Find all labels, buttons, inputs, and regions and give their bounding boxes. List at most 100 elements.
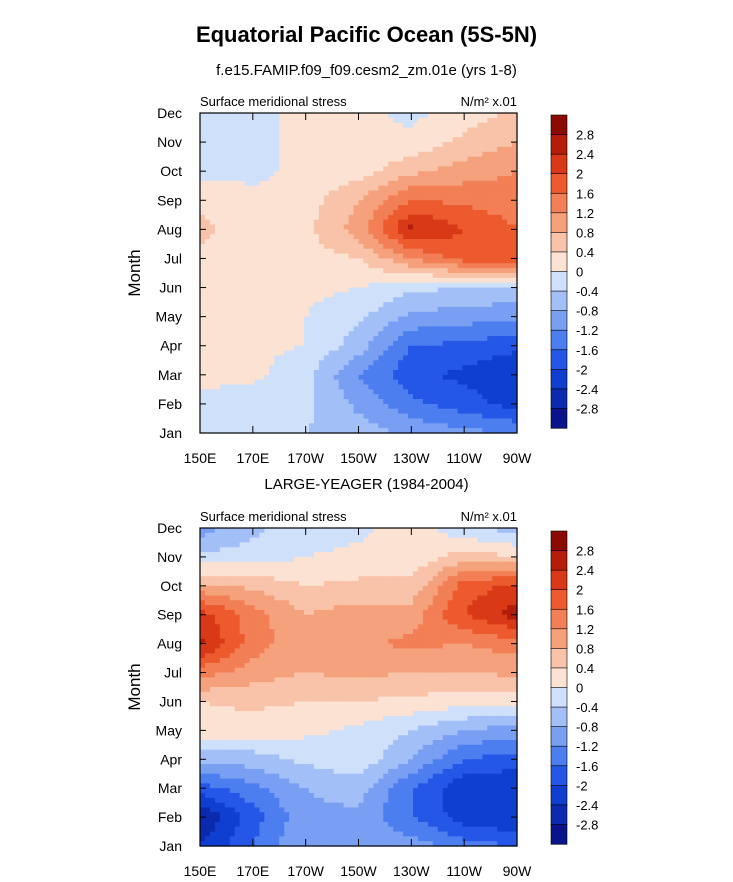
contour-cell bbox=[234, 302, 241, 308]
contour-cell bbox=[269, 282, 275, 289]
contour-cell bbox=[353, 350, 360, 357]
contour-cell bbox=[487, 537, 493, 544]
contour-cell bbox=[412, 360, 419, 366]
contour-cell bbox=[254, 552, 261, 558]
contour-cell bbox=[417, 331, 424, 337]
contour-cell bbox=[477, 292, 483, 298]
contour-cell bbox=[507, 571, 513, 577]
contour-cell bbox=[462, 384, 469, 390]
contour-cell bbox=[259, 345, 265, 352]
contour-cell bbox=[472, 350, 478, 357]
contour-cell bbox=[388, 142, 394, 148]
contour-cell bbox=[487, 287, 493, 293]
contour-cell bbox=[497, 552, 503, 558]
contour-cell bbox=[308, 537, 315, 544]
contour-cell bbox=[363, 379, 369, 386]
contour-cell bbox=[214, 306, 221, 313]
contour-cell bbox=[512, 556, 518, 563]
contour-cell bbox=[412, 146, 419, 153]
contour-cell bbox=[234, 137, 241, 143]
contour-cell bbox=[432, 321, 439, 327]
contour-cell bbox=[204, 234, 211, 240]
contour-cell bbox=[472, 394, 478, 400]
contour-cell bbox=[512, 302, 518, 308]
contour-cell bbox=[403, 132, 409, 138]
contour-cell bbox=[274, 336, 280, 342]
contour-cell bbox=[432, 394, 439, 400]
contour-cell bbox=[224, 311, 231, 318]
contour-cell bbox=[353, 268, 360, 274]
contour-cell bbox=[289, 350, 295, 357]
contour-cell bbox=[467, 292, 474, 298]
contour-cell bbox=[363, 413, 369, 420]
contour-cell bbox=[512, 547, 518, 553]
contour-cell bbox=[308, 345, 315, 352]
contour-cell bbox=[363, 122, 369, 129]
contour-cell bbox=[264, 219, 270, 226]
contour-cell bbox=[512, 311, 518, 318]
contour-cell bbox=[249, 528, 256, 534]
contour-cell bbox=[477, 403, 483, 410]
contour-cell bbox=[358, 171, 365, 177]
contour-cell bbox=[487, 336, 493, 342]
contour-cell bbox=[393, 374, 399, 381]
contour-cell bbox=[308, 365, 315, 371]
contour-cell bbox=[497, 127, 503, 133]
contour-cell bbox=[432, 142, 439, 148]
contour-cell bbox=[209, 151, 216, 158]
contour-cell bbox=[313, 369, 320, 376]
contour-cell bbox=[447, 195, 454, 201]
contour-cell bbox=[259, 161, 265, 167]
contour-cell bbox=[442, 127, 449, 133]
contour-cell bbox=[323, 379, 330, 386]
contour-cell bbox=[249, 561, 256, 568]
contour-cell bbox=[358, 234, 365, 240]
contour-cell bbox=[363, 151, 369, 158]
contour-cell bbox=[393, 399, 399, 405]
contour-cell bbox=[512, 263, 518, 269]
contour-cell bbox=[333, 537, 340, 544]
contour-cell bbox=[313, 547, 320, 553]
contour-cell bbox=[264, 132, 270, 138]
contour-cell bbox=[224, 561, 231, 568]
contour-cell bbox=[378, 224, 384, 230]
contour-cell bbox=[492, 316, 498, 323]
contour-cell bbox=[259, 132, 265, 138]
contour-cell bbox=[200, 428, 206, 434]
contour-cell bbox=[294, 350, 300, 357]
contour-cell bbox=[274, 345, 280, 352]
contour-cell bbox=[279, 248, 285, 255]
contour-cell bbox=[209, 345, 216, 352]
contour-cell bbox=[412, 117, 419, 124]
contour-cell bbox=[308, 394, 315, 400]
contour-cell bbox=[279, 374, 285, 381]
contour-cell bbox=[477, 423, 483, 429]
contour-cell bbox=[244, 239, 251, 245]
contour-cell bbox=[373, 142, 379, 148]
contour-cell bbox=[467, 552, 474, 558]
contour-cell bbox=[318, 537, 325, 544]
contour-cell bbox=[234, 287, 241, 293]
contour-cell bbox=[313, 248, 320, 255]
contour-cell bbox=[284, 556, 290, 563]
contour-cell bbox=[427, 566, 434, 572]
contour-cell bbox=[472, 547, 478, 553]
contour-cell bbox=[304, 350, 310, 357]
contour-cell bbox=[204, 268, 211, 274]
contour-cell bbox=[289, 345, 295, 352]
contour-cell bbox=[492, 277, 498, 284]
contour-cell bbox=[383, 171, 389, 177]
contour-cell bbox=[313, 224, 320, 230]
contour-cell bbox=[204, 166, 211, 172]
contour-cell bbox=[417, 556, 424, 563]
contour-cell bbox=[224, 345, 231, 352]
contour-cell bbox=[313, 263, 320, 269]
contour-cell bbox=[234, 297, 241, 303]
contour-cell bbox=[304, 399, 310, 405]
contour-cell bbox=[234, 326, 241, 332]
contour-cell bbox=[269, 311, 275, 318]
contour-cell bbox=[432, 399, 439, 405]
contour-cell bbox=[497, 151, 503, 158]
contour-cell bbox=[299, 423, 305, 429]
contour-cell bbox=[472, 205, 478, 211]
